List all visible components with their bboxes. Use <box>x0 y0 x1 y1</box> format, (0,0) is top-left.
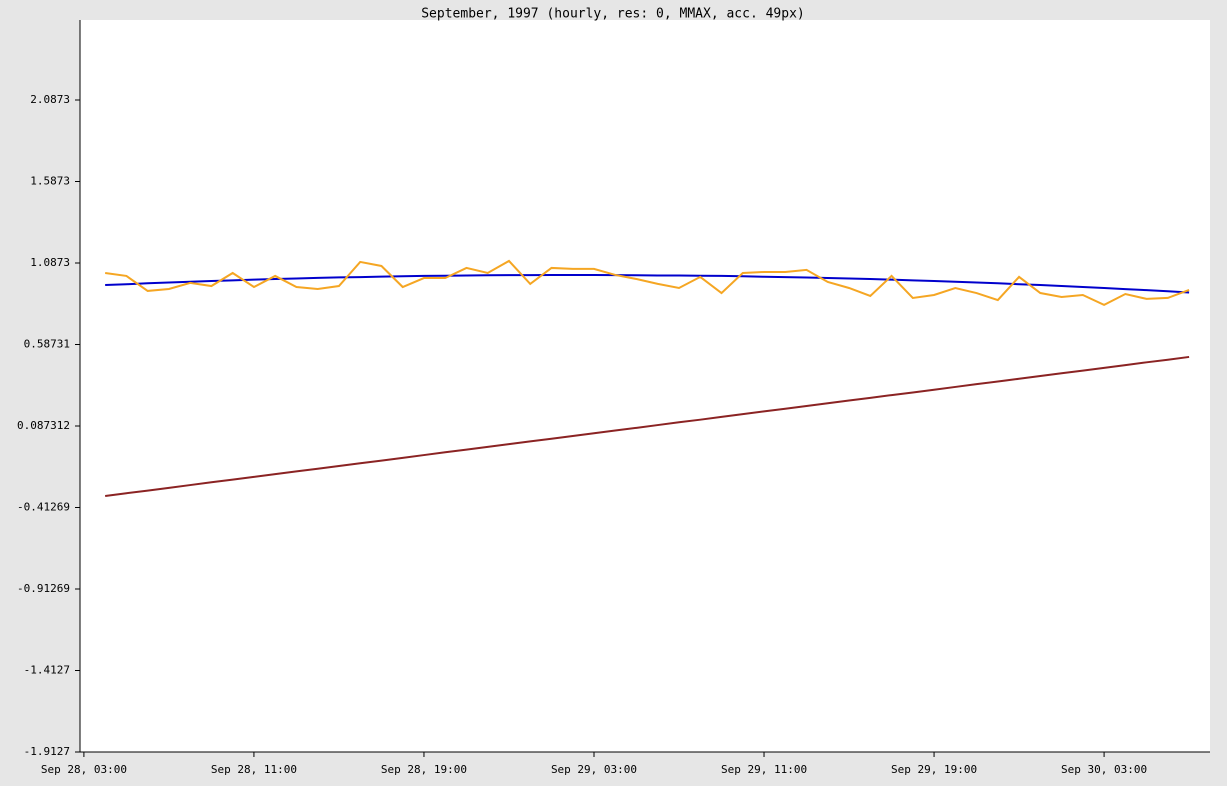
x-tick-label: Sep 28, 11:00 <box>211 763 297 776</box>
y-tick-label: 0.087312 <box>17 419 70 432</box>
x-tick-label: Sep 28, 19:00 <box>381 763 467 776</box>
x-tick-label: Sep 28, 03:00 <box>41 763 127 776</box>
x-tick-label: Sep 29, 11:00 <box>721 763 807 776</box>
series-line <box>105 259 1190 307</box>
x-tick-label: Sep 29, 03:00 <box>551 763 637 776</box>
y-tick-label: -1.9127 <box>24 745 70 758</box>
plot-area <box>80 20 1210 752</box>
y-tick-label: 2.0873 <box>30 93 70 106</box>
series-line <box>105 273 1190 294</box>
y-tick-label: -0.41269 <box>17 500 70 513</box>
series-line <box>105 355 1190 497</box>
y-tick-label: -1.4127 <box>24 664 70 677</box>
y-tick-label: 1.5873 <box>30 175 70 188</box>
y-tick-label: -0.91269 <box>17 582 70 595</box>
y-tick-label: 1.0873 <box>30 256 70 269</box>
y-tick-label: 0.58731 <box>24 337 70 350</box>
x-tick-label: Sep 29, 19:00 <box>891 763 977 776</box>
chart-title: September, 1997 (hourly, res: 0, MMAX, a… <box>421 7 805 22</box>
x-tick-label: Sep 30, 03:00 <box>1061 763 1147 776</box>
